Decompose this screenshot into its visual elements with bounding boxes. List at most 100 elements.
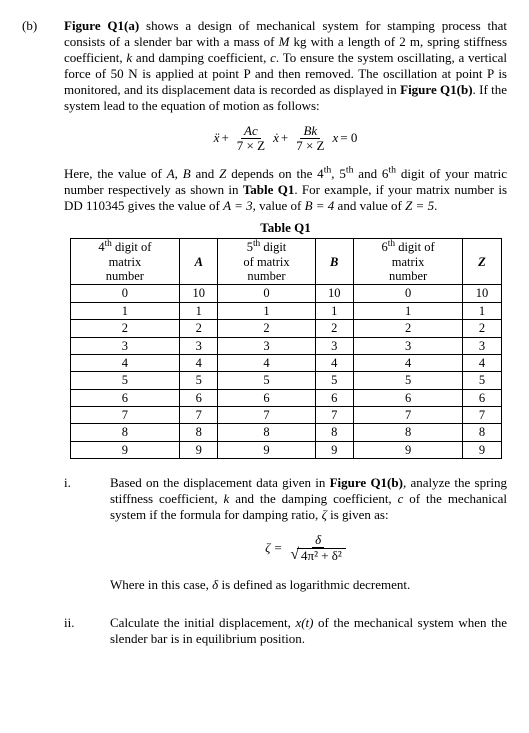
th-col3: 5th digit of matrix number <box>218 239 315 285</box>
zeta-lhs: ζ = <box>265 540 282 556</box>
eq-eq0: = 0 <box>340 130 357 146</box>
table-cell: 4 <box>353 354 463 371</box>
sub-i-body: Based on the displacement data given in … <box>110 475 507 593</box>
p2-B: B <box>183 166 191 181</box>
eq-k: k <box>311 123 317 138</box>
table-cell: 6 <box>315 389 353 406</box>
table-row: 010010010 <box>70 285 501 302</box>
table-cell: 8 <box>463 424 501 441</box>
p2-t5: , 5 <box>331 166 346 181</box>
table-title: Table Q1 <box>64 220 507 236</box>
sub-i-label: i. <box>64 475 110 491</box>
table-cell: 7 <box>315 407 353 424</box>
table-cell: 1 <box>70 302 180 319</box>
eq-den-1: 7 × Z <box>234 139 268 153</box>
sii-xt: x(t) <box>295 615 313 630</box>
table-cell: 3 <box>180 337 218 354</box>
sii-t1: Calculate the initial displacement, <box>110 615 295 630</box>
intro-paragraph: Figure Q1(a) shows a design of mechanica… <box>64 18 507 114</box>
p2-table-ref: Table Q1 <box>243 182 295 197</box>
si-fig: Figure Q1(b) <box>330 475 403 490</box>
part-b-label: (b) <box>22 18 64 34</box>
zeta-rad: 4π² + δ² <box>297 548 346 564</box>
table-row: 222222 <box>70 320 501 337</box>
table-cell: 2 <box>218 320 315 337</box>
si-t5: is given as: <box>327 507 389 522</box>
eq-plus-2: + <box>281 130 288 146</box>
table-row: 888888 <box>70 424 501 441</box>
zeta-frac: δ √4π² + δ² <box>287 533 348 563</box>
table-cell: 3 <box>218 337 315 354</box>
table-row: 111111 <box>70 302 501 319</box>
p2-t6: and 6 <box>353 166 388 181</box>
part-b-block: (b) Figure Q1(a) shows a design of mecha… <box>22 18 507 647</box>
table-cell: 10 <box>180 285 218 302</box>
table-cell: 7 <box>180 407 218 424</box>
p2-Zeq: Z = 5 <box>405 198 434 213</box>
table-row: 666666 <box>70 389 501 406</box>
table-cell: 9 <box>218 441 315 458</box>
table-cell: 5 <box>463 372 501 389</box>
table-cell: 1 <box>218 302 315 319</box>
p2-t4: depends on the 4 <box>226 166 323 181</box>
table-cell: 8 <box>315 424 353 441</box>
table-row: 444444 <box>70 354 501 371</box>
table-cell: 5 <box>180 372 218 389</box>
p2-th6: th <box>388 165 396 176</box>
table-cell: 7 <box>463 407 501 424</box>
sub-ii: ii. Calculate the initial displacement, … <box>64 615 507 647</box>
p2-t2: , <box>175 166 183 181</box>
table-cell: 0 <box>353 285 463 302</box>
si-after-1: Where in this case, <box>110 577 212 592</box>
sub-ii-label: ii. <box>64 615 110 631</box>
table-row: 777777 <box>70 407 501 424</box>
table-body: 0100100101111112222223333334444445555556… <box>70 285 501 459</box>
p2-t9: , value of <box>253 198 305 213</box>
sub-ii-body: Calculate the initial displacement, x(t)… <box>110 615 507 647</box>
p2-t10: and value of <box>334 198 405 213</box>
th-col4: B <box>315 239 353 285</box>
table-cell: 4 <box>180 354 218 371</box>
table-cell: 9 <box>70 441 180 458</box>
table-cell: 3 <box>463 337 501 354</box>
table-cell: 1 <box>315 302 353 319</box>
si-after-2: is defined as logarithmic decrement. <box>218 577 410 592</box>
eq-den-2: 7 × Z <box>293 139 327 153</box>
intro-text-3: and damping coefficient, <box>132 50 270 65</box>
equation-of-motion: ẍ + Ac 7 × Z ẋ + Bk 7 × Z x = 0 <box>64 124 507 152</box>
table-cell: 8 <box>180 424 218 441</box>
table-cell: 8 <box>353 424 463 441</box>
p2-t11: . <box>434 198 437 213</box>
page: (b) Figure Q1(a) shows a design of mecha… <box>0 0 529 667</box>
eq-plus-1: + <box>221 130 228 146</box>
table-cell: 0 <box>70 285 180 302</box>
table-cell: 3 <box>70 337 180 354</box>
var-M: M <box>279 34 290 49</box>
sub-i: i. Based on the displacement data given … <box>64 475 507 593</box>
table-cell: 5 <box>70 372 180 389</box>
eq-xdot: ẋ <box>273 130 279 146</box>
table-head: 4th digit of matrix number A 5th digit o… <box>70 239 501 285</box>
table-cell: 10 <box>463 285 501 302</box>
eq-xddot: ẍ <box>214 130 220 146</box>
eq-x: x <box>332 130 338 146</box>
eq-c: c <box>252 123 258 138</box>
table-cell: 5 <box>218 372 315 389</box>
table-cell: 8 <box>218 424 315 441</box>
table-row: 555555 <box>70 372 501 389</box>
table-cell: 6 <box>180 389 218 406</box>
table-cell: 10 <box>315 285 353 302</box>
p2-t3: and <box>191 166 219 181</box>
zeta-num: δ <box>312 533 324 548</box>
table-cell: 2 <box>315 320 353 337</box>
table-cell: 4 <box>70 354 180 371</box>
p2-Aeq: A = 3 <box>223 198 252 213</box>
table-cell: 3 <box>353 337 463 354</box>
table-cell: 8 <box>70 424 180 441</box>
table-cell: 6 <box>463 389 501 406</box>
th-col6: Z <box>463 239 501 285</box>
table-cell: 7 <box>70 407 180 424</box>
zeta-equation: ζ = δ √4π² + δ² <box>110 533 507 563</box>
table-cell: 4 <box>315 354 353 371</box>
si-t1: Based on the displacement data given in <box>110 475 330 490</box>
